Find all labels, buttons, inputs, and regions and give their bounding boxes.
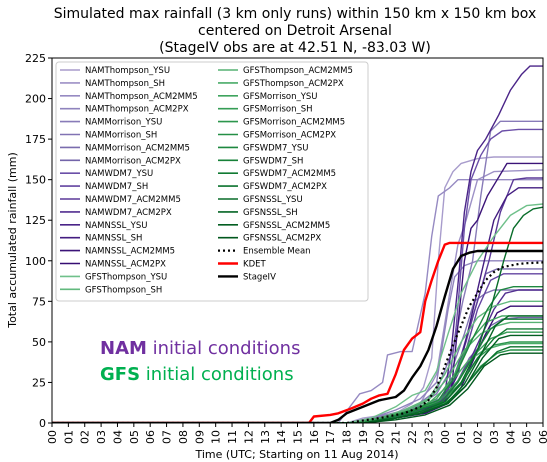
legend-label: GFSThompson_SH [85, 285, 162, 295]
series-line-gfsnssl-acm2mm5 [52, 334, 543, 423]
legend-label: GFSThompson_YSU [85, 272, 167, 282]
x-tick-label: 01 [62, 430, 75, 444]
legend-label: NAMThompson_YSU [85, 66, 170, 76]
series-line-kdet [52, 241, 543, 423]
x-tick-label: 05 [521, 430, 534, 444]
chart-title-line-3: (StageIV obs are at 42.51 N, -83.03 W) [159, 40, 431, 56]
x-tick-label: 22 [406, 430, 419, 444]
legend-label: GFSWDM7_SH [243, 156, 303, 166]
gfs-annotation-text: initial conditions [140, 364, 294, 385]
legend-label: GFSMorrison_SH [243, 105, 313, 115]
y-tick-label: 25 [32, 376, 46, 389]
nam-annotation-text: initial conditions [147, 338, 301, 359]
legend-label: GFSWDM7_YSU [243, 143, 308, 153]
x-tick-label: 23 [422, 430, 435, 444]
series-layer [52, 65, 543, 423]
legend-label: Ensemble Mean [243, 247, 311, 257]
legend-label: NAMMorrison_ACM2MM5 [85, 143, 190, 153]
legend-label: GFSNSSL_ACM2MM5 [243, 221, 330, 231]
gfs-annotation-bold: GFS [100, 364, 140, 385]
y-tick-label: 100 [25, 255, 46, 268]
legend-label: NAMThompson_ACM2PX [85, 105, 189, 115]
x-tick-label: 09 [193, 430, 206, 444]
legend-label: NAMNSSL_ACM2MM5 [85, 247, 175, 257]
x-tick-label: 06 [144, 430, 157, 444]
x-tick-label: 04 [504, 430, 517, 444]
x-tick-label: 00 [46, 430, 59, 444]
x-tick-label: 03 [95, 430, 108, 444]
legend-box [55, 61, 369, 302]
legend-label: NAMWDM7_ACM2PX [85, 208, 172, 218]
x-tick-label: 16 [308, 430, 321, 444]
x-tick-label: 10 [210, 430, 223, 444]
y-axis-label: Total accumulated rainfall (mm) [6, 152, 19, 329]
legend-label: NAMNSSL_ACM2PX [85, 260, 166, 270]
legend-label: GFSNSSL_SH [243, 208, 298, 218]
series-line-gfsnssl-acm2px [52, 352, 543, 423]
legend-label: GFSMorrison_ACM2PX [243, 131, 336, 141]
x-tick-label: 07 [161, 430, 174, 444]
legend-label: GFSMorrison_ACM2MM5 [243, 118, 345, 128]
gfs-annotation: GFS initial conditions [100, 364, 294, 385]
series-line-stageiv [52, 249, 543, 423]
legend: NAMThompson_YSU NAMThompson_SH NAMThompson… [55, 61, 369, 302]
x-tick-label: 17 [324, 430, 337, 444]
y-tick-label: 200 [25, 93, 46, 106]
x-tick-label: 02 [472, 430, 485, 444]
x-tick-label: 12 [242, 430, 255, 444]
y-tick-label: 0 [39, 417, 46, 430]
x-tick-label: 05 [128, 430, 141, 444]
legend-label: KDET [243, 260, 266, 270]
legend-label: NAMWDM7_SH [85, 182, 148, 192]
legend-label: NAMMorrison_ACM2PX [85, 156, 181, 166]
legend-label: NAMNSSL_YSU [85, 221, 147, 231]
legend-label: NAMThompson_SH [85, 79, 165, 89]
chart-title-line-1: Simulated max rainfall (3 km only runs) … [54, 6, 536, 22]
x-tick-label: 20 [373, 430, 386, 444]
legend-label: GFSWDM7_ACM2PX [243, 182, 327, 192]
y-tick-label: 175 [25, 133, 46, 146]
x-tick-label: 03 [488, 430, 501, 444]
x-tick-label: 11 [226, 430, 239, 444]
y-tick-label: 125 [25, 214, 46, 227]
legend-label: NAMWDM7_YSU [85, 169, 153, 179]
y-tick-label: 50 [32, 336, 46, 349]
legend-label: GFSWDM7_ACM2MM5 [243, 169, 336, 179]
chart-title-line-2: centered on Detroit Arsenal [198, 23, 392, 39]
legend-label: GFSMorrison_YSU [243, 92, 318, 102]
x-tick-label: 02 [79, 430, 92, 444]
legend-label: GFSNSSL_YSU [243, 195, 303, 205]
legend-label: StageIV [243, 272, 276, 282]
nam-annotation-bold: NAM [100, 338, 147, 359]
x-tick-label: 14 [275, 430, 288, 444]
legend-label: NAMMorrison_SH [85, 131, 157, 141]
x-tick-label: 18 [341, 430, 354, 444]
x-tick-label: 00 [439, 430, 452, 444]
x-tick-label: 08 [177, 430, 190, 444]
x-tick-label: 15 [292, 430, 305, 444]
x-tick-label: 06 [537, 430, 547, 444]
y-tick-label: 225 [25, 52, 46, 65]
nam-annotation: NAM initial conditions [100, 338, 300, 359]
legend-label: GFSThompson_ACM2PX [243, 79, 344, 89]
series-line-namthompson-acm2mm5 [52, 179, 543, 423]
legend-label: NAMMorrison_YSU [85, 118, 162, 128]
x-tick-label: 13 [259, 430, 272, 444]
y-tick-label: 150 [25, 174, 46, 187]
legend-label: NAMNSSL_SH [85, 234, 142, 244]
legend-label: GFSThompson_ACM2MM5 [243, 66, 353, 76]
x-tick-label: 21 [390, 430, 403, 444]
legend-label: NAMWDM7_ACM2MM5 [85, 195, 181, 205]
legend-label: NAMThompson_ACM2MM5 [85, 92, 198, 102]
y-tick-label: 75 [32, 295, 46, 308]
legend-label: GFSNSSL_ACM2PX [243, 234, 321, 244]
x-tick-label: 04 [111, 430, 124, 444]
x-tick-label: 19 [357, 430, 370, 444]
series-line-gfsthompson-ysu [52, 203, 543, 423]
x-axis-label: Time (UTC; Starting on 11 Aug 2014) [194, 448, 398, 461]
x-tick-label: 01 [455, 430, 468, 444]
